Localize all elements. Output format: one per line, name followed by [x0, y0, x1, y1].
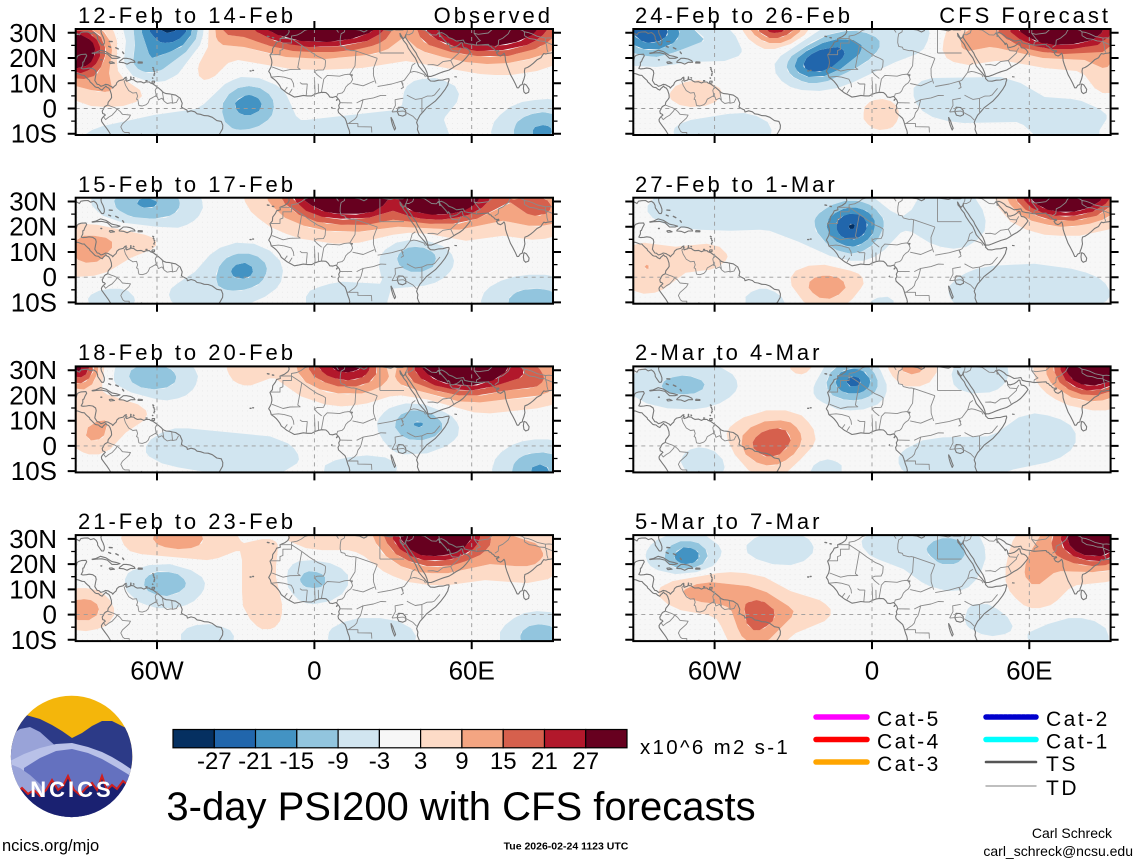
svg-text:10S: 10S — [11, 625, 57, 655]
svg-text:20N: 20N — [9, 212, 57, 242]
svg-text:-15: -15 — [279, 748, 314, 775]
svg-text:Cat-5: Cat-5 — [877, 708, 941, 731]
svg-text:NCICS: NCICS — [30, 777, 113, 802]
svg-text:60E: 60E — [449, 656, 495, 686]
svg-text:carl_schreck@ncsu.edu: carl_schreck@ncsu.edu — [983, 843, 1133, 859]
svg-text:20N: 20N — [9, 549, 57, 579]
svg-text:21: 21 — [531, 748, 558, 775]
svg-text:10S: 10S — [11, 119, 57, 149]
svg-text:60W: 60W — [130, 656, 184, 686]
svg-text:3-day PSI200 with CFS forecast: 3-day PSI200 with CFS forecasts — [166, 785, 755, 829]
svg-text:0: 0 — [865, 656, 879, 686]
svg-text:TS: TS — [1046, 753, 1078, 776]
svg-text:24-Feb to 26-Feb: 24-Feb to 26-Feb — [635, 3, 853, 28]
svg-text:x10^6 m2 s-1: x10^6 m2 s-1 — [640, 736, 790, 759]
svg-text:3: 3 — [414, 748, 427, 775]
svg-text:ncics.org/mjo: ncics.org/mjo — [2, 837, 99, 855]
svg-text:CFS Forecast: CFS Forecast — [939, 3, 1111, 28]
svg-text:2-Mar to 4-Mar: 2-Mar to 4-Mar — [635, 340, 822, 365]
svg-text:Carl Schreck: Carl Schreck — [1032, 825, 1113, 841]
svg-text:15-Feb to 17-Feb: 15-Feb to 17-Feb — [78, 172, 296, 197]
svg-text:0: 0 — [43, 431, 57, 461]
svg-text:30N: 30N — [9, 187, 57, 217]
svg-text:10S: 10S — [11, 456, 57, 486]
svg-text:10N: 10N — [9, 237, 57, 267]
svg-text:27-Feb to 1-Mar: 27-Feb to 1-Mar — [635, 172, 838, 197]
svg-text:-3: -3 — [369, 748, 390, 775]
svg-text:-27: -27 — [197, 748, 232, 775]
svg-text:30N: 30N — [9, 18, 57, 48]
svg-text:0: 0 — [43, 94, 57, 124]
svg-text:0: 0 — [43, 600, 57, 630]
svg-text:10N: 10N — [9, 406, 57, 436]
svg-text:-21: -21 — [238, 748, 273, 775]
svg-text:20N: 20N — [9, 43, 57, 73]
svg-text:Tue 2026-02-24 1123 UTC: Tue 2026-02-24 1123 UTC — [504, 841, 629, 853]
svg-text:18-Feb to 20-Feb: 18-Feb to 20-Feb — [78, 340, 296, 365]
svg-text:-9: -9 — [327, 748, 348, 775]
svg-text:10N: 10N — [9, 68, 57, 98]
svg-text:12-Feb to 14-Feb: 12-Feb to 14-Feb — [78, 3, 296, 28]
svg-text:30N: 30N — [9, 524, 57, 554]
svg-text:10S: 10S — [11, 287, 57, 317]
svg-text:21-Feb to 23-Feb: 21-Feb to 23-Feb — [78, 509, 296, 534]
svg-text:27: 27 — [572, 748, 599, 775]
svg-text:60E: 60E — [1006, 656, 1052, 686]
svg-text:Observed: Observed — [434, 3, 553, 28]
svg-text:5-Mar to 7-Mar: 5-Mar to 7-Mar — [635, 509, 822, 534]
svg-text:Cat-1: Cat-1 — [1046, 731, 1110, 754]
svg-text:Cat-3: Cat-3 — [877, 753, 941, 776]
svg-text:15: 15 — [490, 748, 517, 775]
svg-text:TD: TD — [1046, 777, 1079, 800]
svg-text:10N: 10N — [9, 574, 57, 604]
svg-text:0: 0 — [307, 656, 321, 686]
svg-text:0: 0 — [43, 262, 57, 292]
svg-text:9: 9 — [455, 748, 468, 775]
svg-text:60W: 60W — [688, 656, 742, 686]
svg-text:30N: 30N — [9, 355, 57, 385]
svg-text:20N: 20N — [9, 380, 57, 410]
svg-text:Cat-4: Cat-4 — [877, 731, 941, 754]
svg-text:Cat-2: Cat-2 — [1046, 708, 1110, 731]
